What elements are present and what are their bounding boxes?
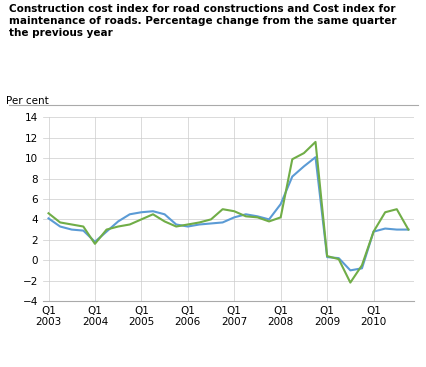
Maintenance of road xyxy=(196,220,201,225)
Maintenance of road xyxy=(243,214,248,218)
Maintenance of road xyxy=(127,222,132,227)
Road construction xyxy=(289,174,294,179)
Maintenance of road xyxy=(405,228,410,232)
Maintenance of road xyxy=(92,241,97,246)
Road construction xyxy=(173,222,178,227)
Maintenance of road xyxy=(58,220,63,225)
Road construction xyxy=(69,228,74,232)
Maintenance of road xyxy=(150,212,155,217)
Road construction xyxy=(138,210,144,214)
Maintenance of road xyxy=(312,140,317,144)
Maintenance of road xyxy=(219,207,225,211)
Road construction xyxy=(382,226,387,231)
Road construction xyxy=(58,224,63,229)
Maintenance of road xyxy=(231,209,236,214)
Text: Per cent: Per cent xyxy=(6,97,48,106)
Road construction xyxy=(312,155,317,159)
Road construction xyxy=(161,212,167,217)
Maintenance of road xyxy=(324,254,329,258)
Road construction xyxy=(370,229,375,234)
Maintenance of road xyxy=(370,229,375,234)
Road construction xyxy=(266,217,271,222)
Road construction xyxy=(324,255,329,259)
Maintenance of road xyxy=(46,211,51,215)
Maintenance of road xyxy=(335,257,340,261)
Line: Road construction: Road construction xyxy=(49,157,407,270)
Line: Maintenance of road: Maintenance of road xyxy=(49,142,407,283)
Road construction xyxy=(347,268,352,273)
Road construction xyxy=(405,228,410,232)
Maintenance of road xyxy=(173,224,178,229)
Maintenance of road xyxy=(277,215,282,219)
Road construction xyxy=(196,222,201,227)
Road construction xyxy=(46,216,51,221)
Maintenance of road xyxy=(208,217,213,222)
Road construction xyxy=(208,221,213,226)
Maintenance of road xyxy=(347,280,352,285)
Text: Construction cost index for road constructions and Cost index for
maintenance of: Construction cost index for road constru… xyxy=(9,4,395,39)
Road construction xyxy=(219,220,225,225)
Maintenance of road xyxy=(69,222,74,227)
Road construction xyxy=(150,209,155,214)
Road construction xyxy=(277,202,282,206)
Road construction xyxy=(243,212,248,217)
Road construction xyxy=(359,266,364,270)
Road construction xyxy=(335,256,340,260)
Maintenance of road xyxy=(393,207,398,211)
Road construction xyxy=(393,228,398,232)
Maintenance of road xyxy=(254,215,259,219)
Road construction xyxy=(104,229,109,234)
Maintenance of road xyxy=(289,157,294,161)
Road construction xyxy=(185,224,190,229)
Maintenance of road xyxy=(138,217,144,222)
Road construction xyxy=(254,214,259,218)
Maintenance of road xyxy=(185,222,190,227)
Road construction xyxy=(301,164,306,168)
Maintenance of road xyxy=(81,224,86,229)
Maintenance of road xyxy=(161,219,167,224)
Maintenance of road xyxy=(115,224,121,229)
Road construction xyxy=(92,240,97,244)
Road construction xyxy=(231,215,236,219)
Maintenance of road xyxy=(359,263,364,268)
Maintenance of road xyxy=(104,228,109,232)
Road construction xyxy=(127,212,132,217)
Maintenance of road xyxy=(301,151,306,155)
Road construction xyxy=(81,228,86,233)
Maintenance of road xyxy=(382,210,387,214)
Maintenance of road xyxy=(266,219,271,224)
Road construction xyxy=(115,219,121,224)
